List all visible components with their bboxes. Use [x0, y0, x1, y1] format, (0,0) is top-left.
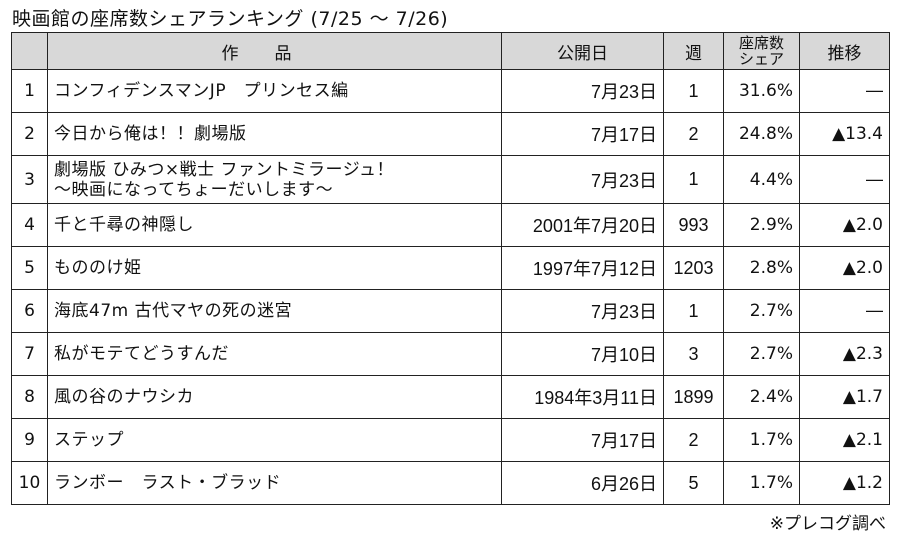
- rank-cell: 6: [11, 289, 48, 333]
- weeks-cell: 1: [663, 69, 724, 113]
- movie-title-cell: もののけ姫: [47, 246, 502, 290]
- share-header-line1: 座席数: [738, 34, 784, 52]
- trend-cell: ▲2.0: [799, 203, 890, 247]
- release-date-cell: 7月23日: [501, 289, 664, 333]
- table-row: 4 千と千尋の神隠し 2001年7月20日 993 2.9% ▲2.0: [11, 203, 890, 247]
- table-row: 10 ランボー ラスト・ブラッド 6月26日 5 1.7% ▲1.2: [11, 461, 890, 505]
- table-row: 1 コンフィデンスマンJP プリンセス編 7月23日 1 31.6% ―: [11, 69, 890, 113]
- share-column-header: 座席数 シェア: [723, 32, 800, 70]
- ranking-table: 作品 公開日 週 座席数 シェア 推移 1 コンフィデンスマンJP プリンセス編 7月…: [11, 32, 890, 505]
- rank-cell: 3: [11, 155, 48, 204]
- table-header-row: 作品 公開日 週 座席数 シェア 推移: [11, 32, 890, 70]
- seat-share-cell: 2.4%: [723, 375, 800, 419]
- movie-title-cell: ランボー ラスト・ブラッド: [47, 461, 502, 505]
- table-row: 3 劇場版 ひみつ×戦士 ファントミラージュ！ ～映画になってちょーだいします～ 7月…: [11, 155, 890, 204]
- weeks-cell: 2: [663, 112, 724, 156]
- rank-column-header: [11, 32, 48, 70]
- seat-share-cell: 24.8%: [723, 112, 800, 156]
- table-row: 7 私がモテてどうすんだ 7月10日 3 2.7% ▲2.3: [11, 332, 890, 376]
- seat-share-cell: 1.7%: [723, 461, 800, 505]
- table-row: 8 風の谷のナウシカ 1984年3月11日 1899 2.4% ▲1.7: [11, 375, 890, 419]
- weeks-cell: 1203: [663, 246, 724, 290]
- seat-share-cell: 1.7%: [723, 418, 800, 462]
- weeks-cell: 3: [663, 332, 724, 376]
- movie-title-cell: ステップ: [47, 418, 502, 462]
- source-note: ※プレコグ調べ: [769, 514, 886, 534]
- rank-cell: 4: [11, 203, 48, 247]
- release-date-cell: 6月26日: [501, 461, 664, 505]
- title-column-header: 作品: [47, 32, 502, 70]
- rank-cell: 1: [11, 69, 48, 113]
- table-row: 6 海底47m 古代マヤの死の迷宮 7月23日 1 2.7% ―: [11, 289, 890, 333]
- title-header-label: 作品: [221, 43, 328, 64]
- table-row: 2 今日から俺は！！劇場版 7月17日 2 24.8% ▲13.4: [11, 112, 890, 156]
- seat-share-cell: 4.4%: [723, 155, 800, 204]
- weeks-column-header: 週: [663, 32, 724, 70]
- table-row: 9 ステップ 7月17日 2 1.7% ▲2.1: [11, 418, 890, 462]
- movie-title-line: 今日から俺は！！劇場版: [54, 124, 247, 144]
- rank-cell: 5: [11, 246, 48, 290]
- movie-title-line: 風の谷のナウシカ: [54, 387, 194, 407]
- movie-title-line: 私がモテてどうすんだ: [54, 344, 229, 364]
- table-row: 5 もののけ姫 1997年7月12日 1203 2.8% ▲2.0: [11, 246, 890, 290]
- movie-title-cell: 劇場版 ひみつ×戦士 ファントミラージュ！ ～映画になってちょーだいします～: [47, 155, 502, 204]
- release-date-cell: 2001年7月20日: [501, 203, 664, 247]
- seat-share-cell: 2.9%: [723, 203, 800, 247]
- trend-cell: ―: [799, 155, 890, 204]
- weeks-cell: 2: [663, 418, 724, 462]
- movie-title-cell: 風の谷のナウシカ: [47, 375, 502, 419]
- rank-cell: 9: [11, 418, 48, 462]
- movie-title-cell: コンフィデンスマンJP プリンセス編: [47, 69, 502, 113]
- movie-title-line: 劇場版 ひみつ×戦士 ファントミラージュ！: [54, 159, 395, 180]
- release-date-cell: 7月17日: [501, 418, 664, 462]
- movie-title-line: ランボー ラスト・ブラッド: [54, 473, 282, 493]
- trend-cell: ―: [799, 69, 890, 113]
- release-date-cell: 1997年7月12日: [501, 246, 664, 290]
- release-date-cell: 1984年3月11日: [501, 375, 664, 419]
- movie-title-line: 千と千尋の神隠し: [54, 215, 194, 235]
- movie-title-line: コンフィデンスマンJP プリンセス編: [54, 81, 349, 101]
- trend-cell: ▲13.4: [799, 112, 890, 156]
- release-date-cell: 7月23日: [501, 155, 664, 204]
- weeks-cell: 1899: [663, 375, 724, 419]
- movie-title-line: もののけ姫: [54, 258, 142, 278]
- weeks-cell: 1: [663, 289, 724, 333]
- release-date-cell: 7月10日: [501, 332, 664, 376]
- share-header-line2: シェア: [738, 50, 784, 68]
- movie-title-line: ～映画になってちょーだいします～: [54, 179, 334, 200]
- movie-title-cell: 海底47m 古代マヤの死の迷宮: [47, 289, 502, 333]
- release-column-header: 公開日: [501, 32, 664, 70]
- trend-cell: ▲1.7: [799, 375, 890, 419]
- rank-cell: 8: [11, 375, 48, 419]
- weeks-cell: 1: [663, 155, 724, 204]
- trend-cell: ―: [799, 289, 890, 333]
- release-date-cell: 7月17日: [501, 112, 664, 156]
- weeks-cell: 5: [663, 461, 724, 505]
- movie-title-line: ステップ: [54, 430, 124, 450]
- trend-cell: ▲2.0: [799, 246, 890, 290]
- seat-share-cell: 2.7%: [723, 332, 800, 376]
- trend-column-header: 推移: [799, 32, 890, 70]
- movie-title-cell: 私がモテてどうすんだ: [47, 332, 502, 376]
- page-title: 映画館の座席数シェアランキング (7/25 ～ 7/26): [12, 8, 449, 30]
- rank-cell: 10: [11, 461, 48, 505]
- movie-title-line: 海底47m 古代マヤの死の迷宮: [54, 301, 293, 321]
- trend-cell: ▲1.2: [799, 461, 890, 505]
- rank-cell: 2: [11, 112, 48, 156]
- movie-title-cell: 今日から俺は！！劇場版: [47, 112, 502, 156]
- movie-title-cell: 千と千尋の神隠し: [47, 203, 502, 247]
- trend-cell: ▲2.3: [799, 332, 890, 376]
- trend-cell: ▲2.1: [799, 418, 890, 462]
- rank-cell: 7: [11, 332, 48, 376]
- seat-share-cell: 2.8%: [723, 246, 800, 290]
- weeks-cell: 993: [663, 203, 724, 247]
- seat-share-cell: 31.6%: [723, 69, 800, 113]
- seat-share-cell: 2.7%: [723, 289, 800, 333]
- ranking-table-body: 1 コンフィデンスマンJP プリンセス編 7月23日 1 31.6% ― 2 今日から俺は！！…: [11, 69, 890, 505]
- release-date-cell: 7月23日: [501, 69, 664, 113]
